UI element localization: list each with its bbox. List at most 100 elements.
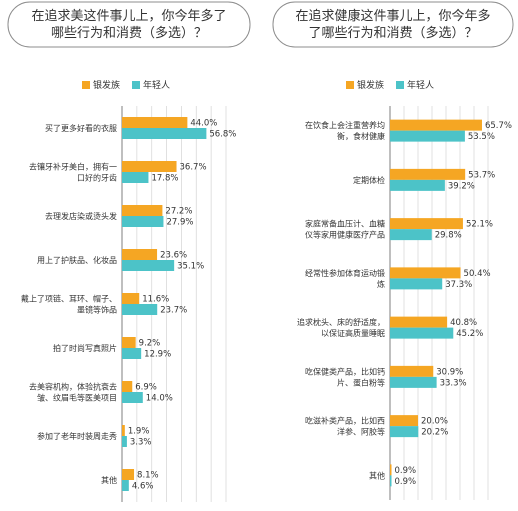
bar-young (122, 260, 175, 271)
question-title-line: 哪些行为和消费（多选）？ (51, 25, 207, 41)
data-label: 29.8% (435, 231, 462, 241)
bar-older (122, 469, 135, 480)
category-label: 衡，食材健康 (337, 131, 385, 141)
bar-older (390, 365, 434, 377)
data-label: 44.0% (190, 119, 217, 129)
bar-young (390, 376, 437, 388)
data-label: 17.8% (151, 174, 178, 184)
bar-older (122, 293, 140, 304)
bar-older (122, 249, 158, 260)
bar-older (122, 117, 188, 128)
bar-older (122, 337, 136, 348)
legend-label-older: 银发族 (93, 79, 120, 91)
data-label: 52.1% (466, 220, 493, 230)
bar-older (390, 316, 448, 328)
data-label: 36.7% (180, 163, 207, 173)
question-bubble-2 (272, 1, 514, 48)
data-label: 23.6% (160, 251, 187, 261)
bar-young (122, 172, 149, 183)
data-label: 33.3% (440, 378, 467, 388)
data-label: 8.1% (137, 471, 159, 481)
category-label: 吃滋补类产品，比如西 (305, 416, 385, 426)
data-label: 35.1% (177, 262, 204, 272)
data-label: 39.2% (448, 181, 475, 191)
bar-young (122, 436, 127, 447)
data-label: 20.2% (421, 428, 448, 438)
legend-swatch-older (346, 81, 354, 89)
bar-young (390, 475, 392, 487)
legend-label-young: 年轻人 (407, 79, 434, 91)
data-label: 37.3% (445, 280, 472, 290)
bar-young (122, 392, 143, 403)
data-label: 65.7% (485, 121, 512, 131)
category-label: 仪等家用健康医疗产品 (305, 230, 385, 240)
data-label: 1.9% (128, 427, 150, 437)
bar-older (390, 218, 463, 230)
data-label: 27.2% (165, 207, 192, 217)
legend-swatch-older (82, 81, 90, 89)
bar-older (122, 425, 125, 436)
bar-older (390, 464, 392, 476)
data-label: 23.7% (160, 306, 187, 316)
data-label: 56.8% (209, 130, 236, 140)
category-label: 皱、纹眉毛等医美项目 (37, 393, 117, 403)
data-label: 30.9% (436, 367, 463, 377)
category-label: 家庭常备血压计、血糖 (305, 219, 385, 229)
bar-young (122, 216, 164, 227)
category-label: 在饮食上会注重营养均 (305, 120, 385, 130)
legend-label-young: 年轻人 (143, 79, 170, 91)
bar-young (390, 130, 465, 142)
bar-young (122, 128, 207, 139)
bar-young (390, 179, 445, 191)
bar-young (390, 327, 454, 339)
data-label: 14.0% (146, 394, 173, 404)
data-label: 40.8% (450, 318, 477, 328)
data-label: 12.9% (144, 350, 171, 360)
category-label: 片、蛋白粉等 (337, 377, 385, 387)
category-label: 炼 (377, 279, 385, 289)
bar-older (122, 161, 177, 172)
category-label: 洋参、阿胶等 (337, 427, 385, 437)
bar-older (122, 381, 133, 392)
category-label: 买了更多好看的衣服 (45, 123, 117, 133)
category-label: 去镶牙补牙美白，拥有一 (29, 162, 117, 172)
question-title-line: 了哪些行为和消费（多选）？ (308, 25, 477, 41)
data-label: 3.3% (130, 438, 152, 448)
category-label: 其他 (369, 470, 385, 480)
category-label: 经常性参加体育运动锻 (305, 268, 385, 278)
category-label: 拍了时尚写真照片 (53, 343, 117, 353)
legend-swatch-young (132, 81, 140, 89)
data-label: 45.2% (456, 329, 483, 339)
bar-young (122, 480, 129, 491)
category-label: 追求枕头、床的舒适度， (297, 317, 385, 327)
data-label: 53.5% (468, 132, 495, 142)
bar-older (390, 415, 418, 427)
data-label: 4.6% (132, 482, 154, 492)
bar-older (122, 205, 163, 216)
bar-older (390, 119, 482, 131)
data-label: 27.9% (166, 218, 193, 228)
legend-swatch-young (396, 81, 404, 89)
question-title-line: 在追求健康这件事儿上，你今年多 (295, 8, 490, 24)
category-label: 其他 (101, 475, 117, 485)
question-bubble-1 (7, 1, 251, 48)
data-label: 11.6% (142, 295, 169, 305)
data-label: 53.7% (468, 170, 495, 180)
data-label: 50.4% (464, 269, 491, 279)
bar-young (390, 426, 419, 438)
bar-young (122, 304, 158, 315)
data-label: 0.9% (395, 477, 417, 487)
bar-young (390, 229, 432, 241)
category-label: 用上了护肤品、化妆品 (37, 255, 117, 265)
question-title-line: 在追求美这件事儿上，你今年多了 (31, 8, 226, 24)
category-label: 参加了老年时装周走秀 (37, 431, 117, 441)
category-label: 去理发店染或烫头发 (45, 211, 117, 221)
data-label: 9.2% (139, 339, 161, 349)
bar-older (390, 267, 461, 279)
legend-label-older: 银发族 (357, 79, 384, 91)
category-label: 墨镜等饰品 (77, 305, 117, 315)
category-label: 吃保健类产品，比如钙 (305, 366, 385, 376)
data-label: 0.9% (395, 466, 417, 476)
bar-young (390, 278, 443, 290)
bar-young (122, 348, 142, 359)
